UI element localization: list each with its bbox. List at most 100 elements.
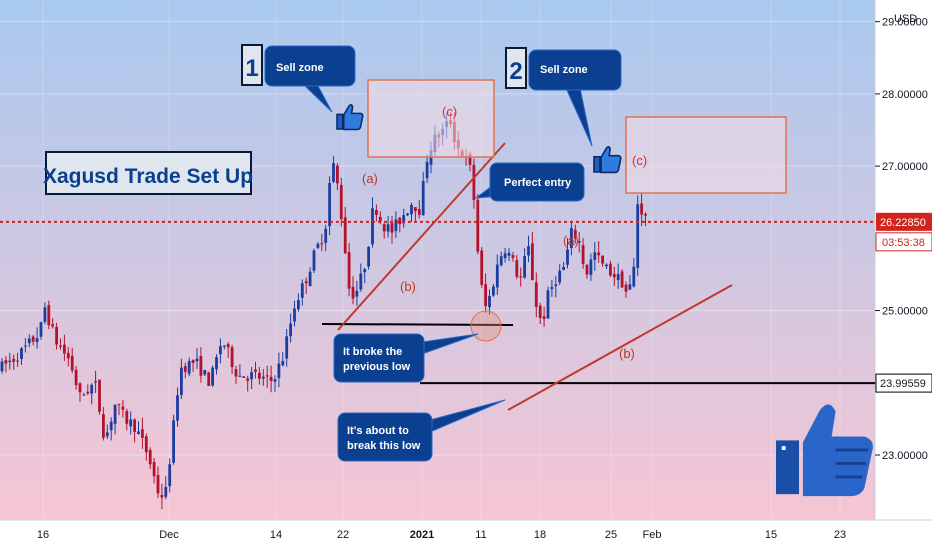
- thumbs-up-icon-small-2: [593, 145, 622, 174]
- candle-body-22: [86, 391, 90, 394]
- candle-body-83: [324, 228, 328, 243]
- candle-body-148: [577, 241, 581, 243]
- candle-body-74: [289, 323, 292, 337]
- candle-body-71: [277, 363, 281, 379]
- candle-body-137: [534, 282, 538, 307]
- candle-body-144: [562, 266, 565, 270]
- thumbs-up-icon-large: [776, 404, 873, 497]
- candle-body-61: [238, 375, 242, 377]
- callout-sell-zone-2-text: Sell zone: [540, 64, 588, 76]
- candle-body-121: [472, 164, 476, 200]
- candle-body-28: [109, 421, 113, 431]
- candle-body-122: [476, 199, 480, 252]
- candle-body-158: [616, 274, 620, 281]
- candle-body-76: [297, 300, 300, 310]
- time-axis-background: [0, 520, 932, 550]
- candle-body-14: [55, 326, 58, 345]
- wave-label-b2: (b): [619, 346, 635, 361]
- currency-label: USD: [894, 13, 917, 25]
- candle-body-142: [554, 284, 558, 287]
- candle-body-40: [156, 474, 160, 494]
- candle-body-50: [195, 358, 199, 362]
- candle-body-132: [515, 260, 519, 277]
- candle-body-138: [538, 305, 542, 318]
- candle-body-147: [573, 229, 577, 239]
- candle-body-100: [390, 223, 394, 233]
- candle-body-96: [375, 209, 378, 215]
- candle-body-7: [27, 338, 31, 344]
- candle-body-63: [246, 378, 250, 381]
- candle-body-29: [113, 404, 117, 424]
- candle-body-49: [191, 360, 195, 363]
- callout-broke-low-line2: previous low: [343, 361, 411, 373]
- time-tick-label-1: Dec: [159, 529, 179, 541]
- candle-body-8: [31, 336, 35, 342]
- candle-body-90: [351, 286, 355, 299]
- chart-title: Xagusd Trade Set Up: [43, 165, 253, 188]
- candle-body-98: [382, 224, 386, 232]
- candle-body-10: [39, 322, 43, 337]
- candle-body-88: [343, 217, 347, 254]
- candle-body-68: [265, 375, 269, 377]
- current-price-badge: 26.22850 03:53:38: [875, 212, 932, 252]
- candlestick-series: [0, 111, 647, 510]
- candle-body-69: [269, 376, 273, 381]
- candle-body-20: [78, 383, 82, 393]
- plot-background: [0, 0, 875, 520]
- candle-body-58: [226, 343, 230, 348]
- countdown-box: [875, 232, 932, 252]
- price-tick-label-3: 25.00000: [882, 306, 928, 318]
- candle-body-38: [148, 450, 152, 465]
- candle-body-93: [363, 269, 367, 273]
- candle-body-18: [70, 355, 74, 371]
- candle-body-139: [542, 316, 546, 319]
- candle-body-41: [160, 494, 164, 498]
- candle-body-17: [66, 352, 70, 359]
- price-tick-label-2: 27.00000: [882, 161, 928, 173]
- candle-body-60: [234, 369, 238, 377]
- candle-body-6: [24, 345, 27, 347]
- candle-body-1: [4, 360, 8, 364]
- candle-body-123: [480, 250, 484, 285]
- candle-body-161: [628, 284, 632, 290]
- candle-body-35: [137, 431, 140, 435]
- candle-body-47: [183, 366, 187, 372]
- zone2-number: 2: [509, 58, 522, 85]
- candle-body-84: [328, 183, 331, 227]
- candle-body-106: [414, 207, 417, 212]
- callout-about-break-line1: It's about to: [347, 425, 409, 437]
- candle-body-33: [129, 419, 133, 427]
- countdown-label: 03:53:38: [882, 237, 925, 249]
- candle-body-5: [20, 348, 23, 359]
- candle-body-107: [417, 208, 421, 215]
- zone2-number-box: 2: [505, 47, 527, 89]
- current-price-box: [876, 212, 932, 231]
- candle-body-87: [339, 184, 343, 220]
- candle-body-64: [250, 372, 253, 380]
- candle-body-19: [74, 369, 78, 386]
- candle-body-25: [98, 379, 101, 412]
- candle-body-156: [609, 263, 612, 276]
- candle-body-136: [531, 243, 534, 281]
- candle-body-85: [332, 163, 335, 182]
- candle-body-34: [133, 419, 136, 432]
- candle-body-126: [492, 286, 495, 296]
- candle-body-89: [347, 252, 351, 289]
- wave-label-c1: (c): [442, 104, 457, 119]
- time-axis-ticks: 16 Dec 14 22 2021 11 18 25 Feb 15 23: [37, 529, 846, 541]
- wave-label-c2: (c): [632, 153, 647, 168]
- candle-body-154: [601, 255, 604, 264]
- candle-body-141: [550, 287, 554, 289]
- candle-body-129: [503, 253, 507, 259]
- price-axis-background: [875, 0, 932, 520]
- candle-body-150: [585, 264, 589, 275]
- candle-body-81: [316, 243, 320, 248]
- candle-body-0: [0, 361, 4, 372]
- candle-body-3: [12, 358, 16, 362]
- time-tick-label-7: 25: [605, 529, 617, 541]
- wave-label-a1: (a): [362, 171, 378, 186]
- support-level-box: [875, 373, 932, 393]
- candle-body-27: [105, 432, 109, 437]
